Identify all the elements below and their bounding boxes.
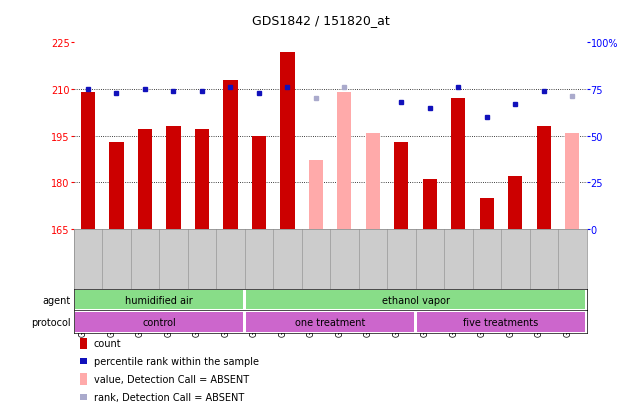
Bar bbox=[166, 127, 181, 229]
Text: rank, Detection Call = ABSENT: rank, Detection Call = ABSENT bbox=[94, 392, 244, 402]
Bar bbox=[479, 198, 494, 229]
Text: ethanol vapor: ethanol vapor bbox=[381, 295, 449, 305]
Text: protocol: protocol bbox=[31, 317, 71, 327]
Text: five treatments: five treatments bbox=[463, 317, 538, 327]
Text: control: control bbox=[142, 317, 176, 327]
Text: value, Detection Call = ABSENT: value, Detection Call = ABSENT bbox=[94, 374, 249, 384]
Bar bbox=[81, 93, 95, 229]
Text: agent: agent bbox=[42, 295, 71, 305]
Bar bbox=[110, 142, 124, 229]
Text: humidified air: humidified air bbox=[125, 295, 193, 305]
Text: count: count bbox=[94, 339, 121, 349]
Bar bbox=[75, 312, 243, 332]
Bar bbox=[366, 133, 380, 229]
Bar bbox=[195, 130, 209, 229]
Bar bbox=[422, 180, 437, 229]
Text: GDS1842 / 151820_at: GDS1842 / 151820_at bbox=[252, 14, 389, 27]
Bar bbox=[337, 93, 351, 229]
Bar bbox=[246, 312, 414, 332]
Bar bbox=[451, 99, 465, 229]
Bar bbox=[246, 290, 585, 309]
Bar bbox=[223, 81, 238, 229]
Bar bbox=[565, 133, 579, 229]
Text: one treatment: one treatment bbox=[295, 317, 365, 327]
Bar bbox=[417, 312, 585, 332]
Bar bbox=[537, 127, 551, 229]
Bar bbox=[252, 136, 266, 229]
Bar bbox=[280, 52, 294, 229]
Bar bbox=[75, 290, 243, 309]
Bar bbox=[394, 142, 408, 229]
Bar bbox=[508, 176, 522, 229]
Text: percentile rank within the sample: percentile rank within the sample bbox=[94, 356, 258, 366]
Bar bbox=[309, 161, 323, 229]
Bar bbox=[138, 130, 152, 229]
